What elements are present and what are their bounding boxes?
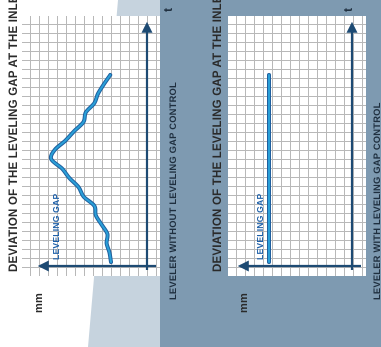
y-axis-label-left: DEVIATION OF THE LEVELING GAP AT THE INL… <box>8 0 20 272</box>
series-label-left: LEVELING GAP <box>51 193 61 260</box>
time-label-left: t <box>161 8 175 12</box>
y-axis-label-right: DEVIATION OF THE LEVELING GAP AT THE INL… <box>212 0 224 272</box>
time-label-right: t <box>341 8 355 12</box>
grid-panel-left <box>22 16 160 276</box>
series-leveling-gap-left <box>48 73 113 264</box>
unit-label-right: mm <box>238 293 250 313</box>
grid-panel-right <box>228 16 366 276</box>
unit-label-left: mm <box>33 293 45 313</box>
chart-caption-left: LEVELER WITHOUT LEVELING GAP CONTROL <box>167 82 178 300</box>
leveling-gap-line <box>49 74 112 263</box>
series-label-right: LEVELING GAP <box>255 193 265 260</box>
chart-caption-right: LEVELER WITH LEVELING GAP CONTROL <box>371 102 381 300</box>
